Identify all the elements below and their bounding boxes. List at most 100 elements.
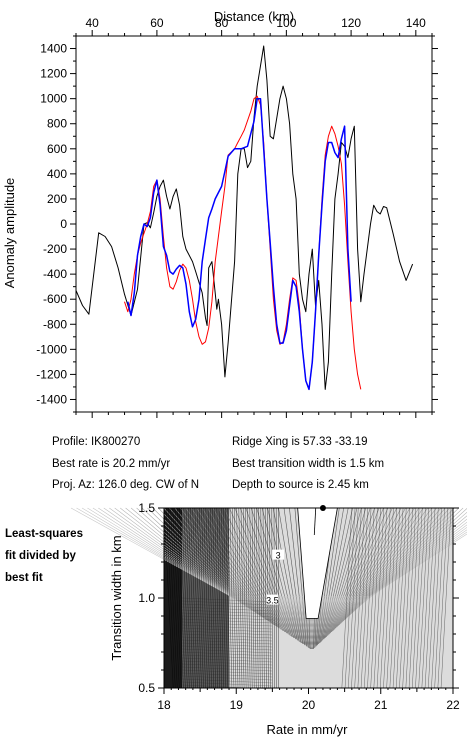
misfit-contour — [182, 666, 273, 672]
misfit-contour — [182, 630, 273, 636]
misfit-contour — [418, 507, 429, 689]
y-tick-label: 1.5 — [138, 501, 155, 515]
misfit-contour — [182, 645, 273, 651]
x-tick-label: 19 — [230, 698, 244, 712]
misfit-contour — [87, 507, 467, 601]
y-tick-label: 400 — [47, 167, 67, 181]
misfit-contour — [182, 615, 273, 621]
misfit-contour — [412, 507, 423, 689]
misfit-contour — [354, 507, 365, 689]
misfit-contour — [383, 507, 394, 689]
misfit-contour — [262, 507, 265, 689]
misfit-contour — [267, 507, 349, 641]
misfit-contour — [190, 507, 198, 689]
misfit-contour — [351, 507, 362, 689]
misfit-contour — [256, 507, 259, 689]
misfit-contour — [201, 507, 402, 626]
depth-to-source-text: Depth to source is 2.45 km — [232, 479, 369, 491]
misfit-contour — [370, 507, 381, 689]
y-tick-label: 0 — [60, 217, 67, 231]
projection-azimuth-text: Proj. Az: 126.0 deg. CW of N — [52, 479, 200, 491]
misfit-contour — [185, 507, 194, 689]
misfit-contour — [386, 507, 397, 689]
misfit-contour — [399, 507, 410, 689]
misfit-contour — [182, 648, 273, 654]
misfit-contour — [283, 507, 336, 644]
misfit-contour — [207, 507, 398, 628]
misfit-contour — [431, 507, 442, 689]
misfit-contour — [396, 507, 407, 689]
misfit-contour — [218, 507, 225, 689]
y-axis-label-anomaly: Anomaly amplitude — [2, 178, 17, 289]
misfit-contour — [182, 624, 273, 630]
misfit-contour — [344, 507, 356, 689]
misfit-contour — [163, 507, 433, 618]
misfit-contour — [182, 660, 273, 666]
contour-label: 3 — [276, 551, 281, 561]
y-tick-label: -200 — [43, 242, 67, 256]
misfit-contour — [182, 681, 273, 687]
x-tick-label: 60 — [150, 16, 164, 30]
misfit-contour — [182, 672, 273, 678]
misfit-contour — [182, 612, 273, 618]
misfit-contour — [253, 507, 257, 689]
ridge-crossing-text: Ridge Xing is 57.33 -33.19 — [232, 436, 368, 448]
misfit-contour — [170, 507, 180, 689]
misfit-contour — [380, 507, 391, 689]
misfit-contour — [258, 507, 261, 689]
x-tick-label: 120 — [341, 16, 361, 30]
side-label-line: fit divided by — [5, 550, 76, 562]
misfit-contour — [264, 507, 267, 689]
misfit-contour — [182, 600, 273, 606]
profile-plot-frame — [75, 35, 433, 413]
misfit-contour — [341, 507, 353, 689]
misfit-contour — [357, 507, 369, 689]
misfit-contour — [415, 507, 426, 689]
side-label: Least-squares fit divided by best fit — [5, 523, 83, 589]
y-tick-label: -800 — [43, 317, 67, 331]
misfit-contour — [163, 507, 174, 689]
misfit-contour — [389, 507, 401, 689]
misfit-contour — [194, 507, 202, 689]
misfit-contour — [152, 507, 442, 616]
misfit-contour — [214, 507, 221, 689]
contour-label-bg — [272, 549, 285, 560]
best-rate-text: Best rate is 20.2 mm/yr — [52, 458, 171, 470]
misfit-contour — [256, 507, 358, 638]
misfit-contour — [272, 507, 344, 642]
misfit-contour — [179, 507, 420, 622]
x-tick-label: 21 — [374, 698, 388, 712]
misfit-contour — [437, 507, 449, 689]
profile-line-3 — [127, 97, 352, 391]
misfit-contour — [234, 507, 375, 634]
y-tick-label: -600 — [43, 292, 67, 306]
misfit-contour — [182, 669, 273, 675]
misfit-contour — [405, 507, 417, 689]
misfit-contour — [373, 507, 385, 689]
misfit-contour — [227, 507, 233, 689]
y-tick-label: -1400 — [36, 392, 67, 406]
misfit-contour — [182, 606, 273, 612]
misfit-contour — [223, 507, 229, 689]
misfit-contour — [182, 639, 273, 645]
x-axis-label-distance: Distance (km) — [214, 9, 294, 24]
misfit-contour — [182, 597, 273, 603]
misfit-contour — [348, 507, 359, 689]
misfit-contour — [424, 507, 436, 689]
misfit-contour — [376, 507, 388, 689]
misfit-contour — [182, 609, 273, 615]
y-tick-label: 1400 — [40, 42, 67, 56]
misfit-contour — [278, 507, 340, 643]
x-axis-label-rate: Rate in mm/yr — [267, 722, 349, 737]
best-width-text: Best transition width is 1.5 km — [232, 458, 385, 470]
misfit-contour — [196, 507, 406, 625]
profile-line-1 — [75, 45, 414, 390]
misfit-contour — [136, 507, 455, 612]
misfit-contour — [216, 507, 223, 689]
misfit-contour — [182, 654, 273, 660]
x-tick-label: 140 — [406, 16, 426, 30]
misfit-contour — [421, 507, 433, 689]
misfit-contour — [70, 507, 467, 598]
side-label-line: best fit — [5, 572, 43, 584]
